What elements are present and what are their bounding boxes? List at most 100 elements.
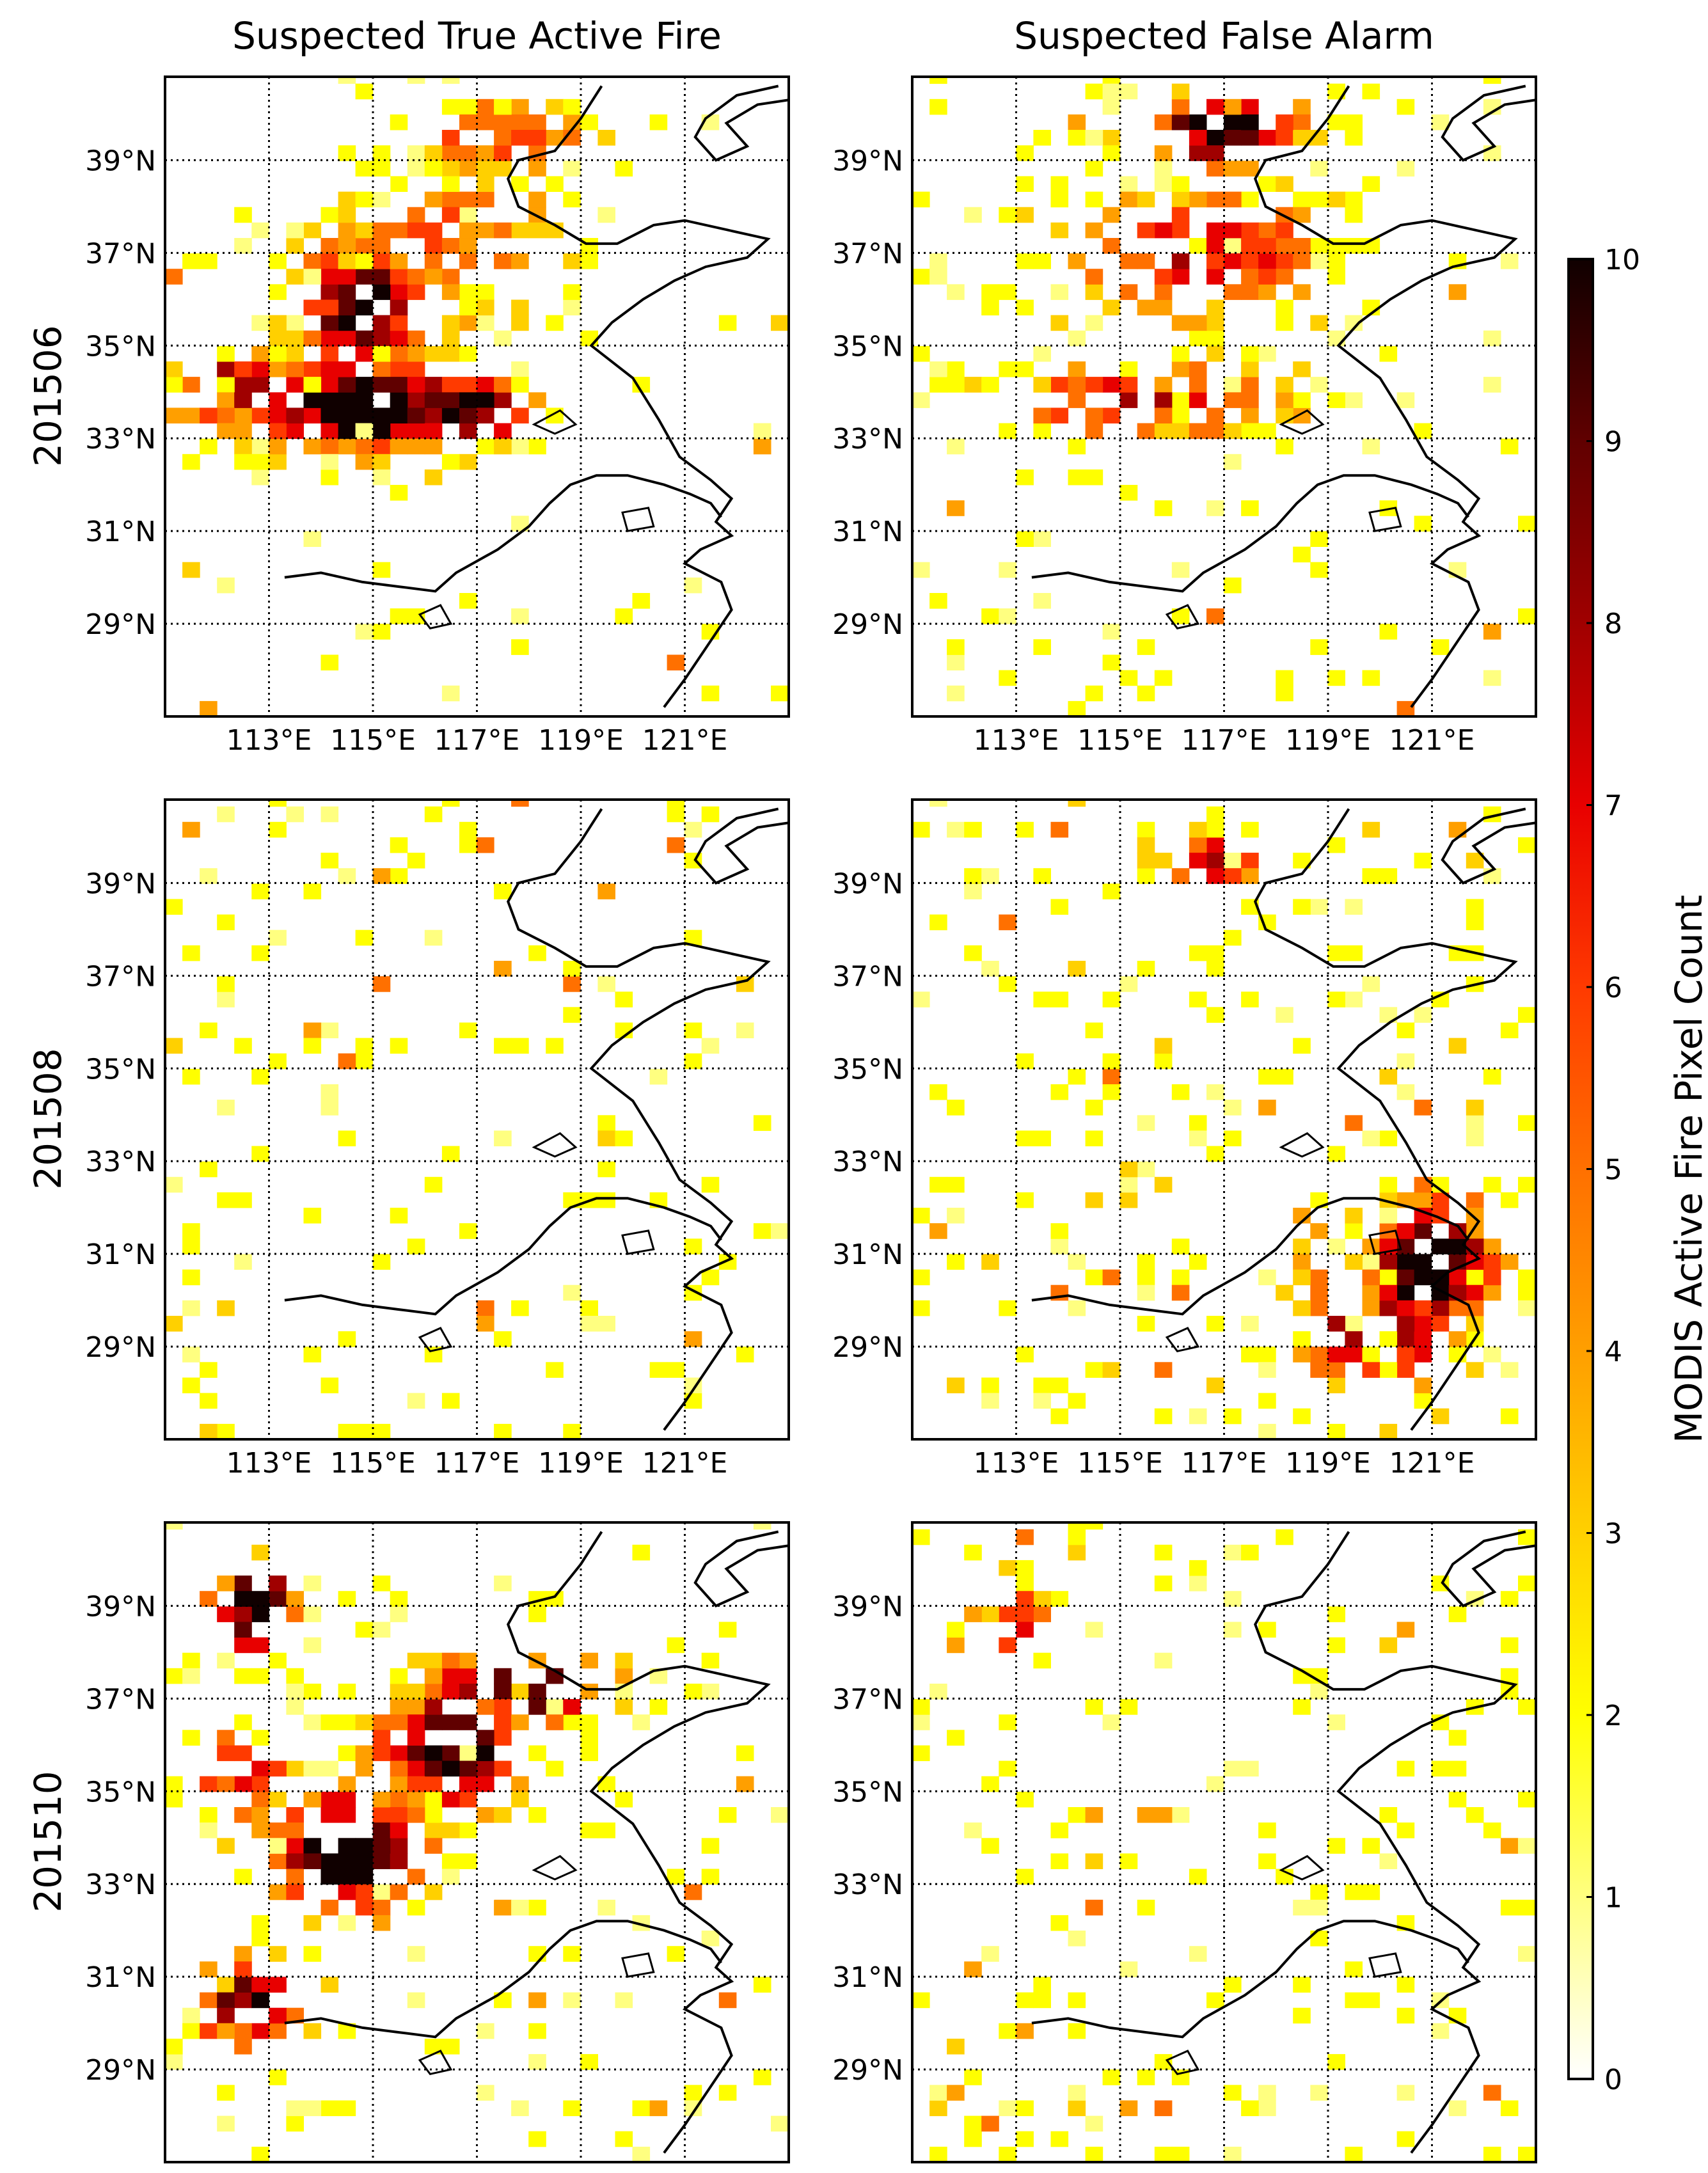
fire-cell <box>1189 361 1207 377</box>
coastline <box>1031 84 1536 708</box>
fire-cell <box>182 1238 200 1254</box>
fire-cell <box>1276 299 1293 316</box>
fire-cell <box>563 1699 581 1715</box>
fire-cell <box>424 1760 443 1777</box>
fire-cell <box>407 207 425 223</box>
fire-cell <box>477 407 494 423</box>
fire-cell <box>1016 1130 1034 1146</box>
fire-cell <box>684 2085 702 2101</box>
y-tick-label: 33°N <box>85 1869 156 1901</box>
fire-cell <box>1016 1192 1034 1208</box>
fire-cell <box>407 1807 425 1823</box>
fire-cell <box>1068 2023 1086 2039</box>
fire-cell <box>528 438 546 455</box>
fire-cell <box>1258 130 1276 146</box>
fire-cell <box>1258 269 1276 285</box>
fire-cell <box>1518 1791 1536 1808</box>
panel-frame <box>911 1521 1537 2163</box>
fire-cell <box>355 1622 374 1638</box>
fire-cell <box>338 1130 356 1146</box>
colorbar-tick-label: 7 <box>1604 790 1622 823</box>
fire-cell <box>1327 1316 1345 1332</box>
fire-cell <box>251 454 269 470</box>
fire-cell <box>251 438 269 455</box>
fire-cell <box>477 222 494 239</box>
fire-cell <box>234 361 252 377</box>
fire-cell <box>1518 1269 1536 1286</box>
fire-cell <box>1327 2054 1345 2070</box>
fire-cell <box>441 1393 460 1409</box>
colorbar-tick-label: 4 <box>1604 1336 1622 1368</box>
x-tick-label: 115°E <box>1077 2170 1163 2173</box>
fire-cell <box>1414 1269 1432 1286</box>
fire-cell <box>1206 868 1224 884</box>
fire-cell <box>1085 2146 1103 2162</box>
fire-cell <box>1137 1807 1155 1823</box>
fire-cell <box>1085 315 1103 331</box>
fire-cell <box>477 145 494 161</box>
fire-cell <box>1085 222 1103 239</box>
fire-cell <box>1154 1053 1173 1070</box>
fire-cell <box>1137 821 1155 838</box>
fire-cell <box>1448 1331 1467 1347</box>
fire-cell <box>1431 114 1450 130</box>
fire-cell <box>494 1760 512 1777</box>
fire-cell <box>632 2146 651 2162</box>
fire-cell <box>701 1269 720 1286</box>
fire-cell <box>1258 253 1276 269</box>
fire-cell <box>1102 1068 1121 1085</box>
fire-cell <box>269 253 287 269</box>
fire-cell <box>1500 1838 1519 1854</box>
fire-cell <box>251 377 269 393</box>
fire-cell <box>441 207 460 223</box>
fire-cell <box>494 1899 512 1916</box>
y-tick-label: 29°N <box>832 1331 903 1364</box>
fire-cell <box>494 253 512 269</box>
fire-cell <box>1050 176 1069 192</box>
fire-cell <box>597 1899 615 1916</box>
fire-cell <box>1206 961 1224 977</box>
fire-cell <box>1414 1007 1432 1023</box>
y-tick-label: 35°N <box>85 1053 156 1086</box>
fire-cell <box>1345 1115 1363 1131</box>
x-tick-label: 119°E <box>538 1447 624 1480</box>
fire-cell <box>1137 222 1155 239</box>
fire-cell <box>1466 1362 1484 1378</box>
fire-cell <box>286 1869 304 1885</box>
fire-cell <box>528 161 546 177</box>
fire-cell <box>390 299 408 316</box>
fire-cell <box>320 284 339 300</box>
fire-cell <box>1518 837 1536 853</box>
fire-cell <box>1327 670 1345 686</box>
fire-cell <box>964 868 982 884</box>
fire-cell <box>1276 407 1293 423</box>
fire-cell <box>182 562 200 578</box>
fire-cell <box>1500 1192 1519 1208</box>
x-tick-label: 121°E <box>1389 1447 1475 1480</box>
fire-cell <box>1137 2069 1155 2085</box>
fire-cell <box>1085 1269 1103 1286</box>
fire-cell <box>1102 883 1121 899</box>
fire-cell <box>1293 392 1311 408</box>
fire-cell <box>1050 284 1069 300</box>
fire-cell <box>269 1652 287 1669</box>
fire-cell <box>1327 330 1345 347</box>
fire-cell <box>338 1791 356 1808</box>
fire-cell <box>1137 1254 1155 1270</box>
fire-cell <box>1154 1544 1173 1561</box>
fire-cell <box>1293 1238 1311 1254</box>
fire-cell <box>1345 945 1363 961</box>
fire-cell <box>736 1745 754 1762</box>
fire-cell <box>947 1637 965 1654</box>
fire-cell <box>372 191 391 208</box>
fire-cell <box>1310 531 1328 547</box>
fire-cell <box>424 1822 443 1838</box>
fire-cell <box>1085 469 1103 486</box>
lake-outline <box>1279 1132 1325 1158</box>
fire-cell <box>1345 1992 1363 2009</box>
fire-cell <box>1189 1254 1207 1270</box>
fire-cell <box>200 1161 217 1178</box>
fire-cell <box>1396 1347 1415 1363</box>
fire-cell <box>1224 392 1242 408</box>
